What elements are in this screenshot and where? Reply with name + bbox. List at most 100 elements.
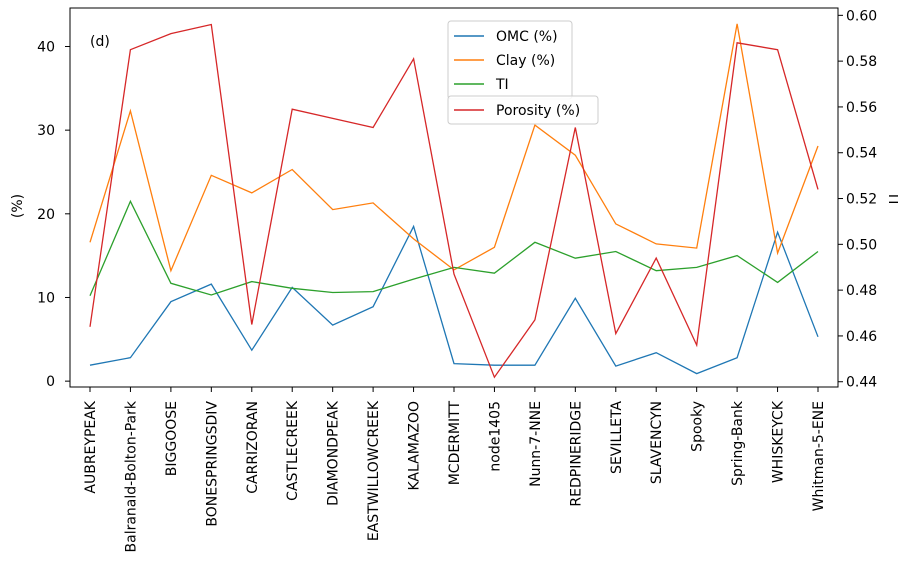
y-right-tick-label: 0.56 [846,100,877,116]
x-tick-label: SEVILLETA [609,401,625,474]
data-point [493,246,495,248]
data-point [210,23,212,25]
data-point [615,250,617,252]
panel-label: (d) [90,34,110,50]
x-tick-label: Spooky [690,401,706,452]
data-point [291,287,293,289]
x-tick-label: EASTWILLOWCREEK [366,400,382,541]
data-point [776,281,778,283]
y-right-tick-label: 0.48 [846,283,877,299]
data-point [493,364,495,366]
x-tick-label: REDPINERIDGE [568,401,584,507]
data-point [736,254,738,256]
y-left-tick-label: 30 [37,123,55,139]
data-point [412,58,414,60]
x-tick-label: MCDERMITT [447,401,463,486]
data-point [251,192,253,194]
x-tick-label: KALAMAZOO [407,401,423,491]
y-left-tick-label: 10 [37,290,55,306]
data-point [331,117,333,119]
data-point [534,319,536,321]
data-point [89,326,91,328]
data-point [534,364,536,366]
x-axis: AUBREYPEAK Balranald-Bolton-Park BIGGOOSE B… [83,387,827,552]
x-tick-label: BIGGOOSE [164,401,180,476]
data-point [695,266,697,268]
x-tick-label: SLAVENCYN [649,401,665,484]
data-point [331,208,333,210]
data-point [412,225,414,227]
data-point [574,257,576,259]
legend-box-right [447,95,599,125]
data-point [776,48,778,50]
data-point [170,300,172,302]
data-point [655,351,657,353]
legend-label: Clay (%) [496,53,555,69]
data-point [89,295,91,297]
y-right-tick-label: 0.46 [846,329,877,345]
y-left-tick-label: 0 [46,374,55,390]
data-point [776,231,778,233]
data-point [776,252,778,254]
data-point [129,357,131,359]
series-line [89,199,819,297]
data-point [534,241,536,243]
y-axis-right-label: TI [885,191,898,205]
data-point [493,376,495,378]
data-point [210,294,212,296]
data-point [210,283,212,285]
y-right-tick-label: 0.60 [846,8,877,24]
x-tick-label: AUBREYPEAK [83,400,99,493]
data-point [251,323,253,325]
data-point [655,257,657,259]
data-point [615,332,617,334]
data-point [372,305,374,307]
y-right-tick-label: 0.58 [846,54,877,70]
y-left-tick-label: 20 [37,207,55,223]
x-tick-label: node1405 [487,401,503,472]
data-point [453,273,455,275]
x-tick-label: Balranald-Bolton-Park [123,400,139,552]
data-point [170,32,172,34]
data-point [291,168,293,170]
data-point [372,202,374,204]
data-point [210,174,212,176]
series-line [89,224,819,375]
data-point [331,291,333,293]
y-axis-right: 0.44 0.46 0.48 0.50 0.52 0.54 0.56 0.58 0.60 [838,8,877,391]
x-tick-label: BONESPRINGSDIV [204,401,220,527]
x-tick-label: Nunn-7-NNE [528,401,544,487]
data-point [574,297,576,299]
series-layer [89,23,819,379]
data-point [453,362,455,364]
data-point [170,282,172,284]
x-tick-label: CASTLECREEK [285,400,301,501]
y-right-tick-label: 0.50 [846,237,877,253]
data-point [251,280,253,282]
data-point [412,238,414,240]
x-tick-label: WHISKEYCK [771,400,787,483]
x-tick-label: CARRIZORAN [245,401,261,494]
data-point [615,365,617,367]
legend-label: TI [495,77,509,93]
y-axis-left-label: (%) [10,194,26,218]
data-point [372,290,374,292]
data-point [817,145,819,147]
data-point [695,247,697,249]
data-point [736,23,738,25]
y-left-tick-label: 40 [37,39,55,55]
data-point [736,357,738,359]
data-point [129,200,131,202]
data-point [695,344,697,346]
legend: OMC (%) Clay (%) TI Porosity (%) [447,20,599,125]
y-right-tick-label: 0.52 [846,192,877,208]
data-point [655,243,657,245]
legend-label: OMC (%) [496,29,558,45]
data-point [736,42,738,44]
legend-label: Porosity (%) [496,103,580,119]
data-point [129,48,131,50]
x-tick-label: Whitman-5-ENE [811,401,827,511]
data-point [89,364,91,366]
data-point [291,108,293,110]
